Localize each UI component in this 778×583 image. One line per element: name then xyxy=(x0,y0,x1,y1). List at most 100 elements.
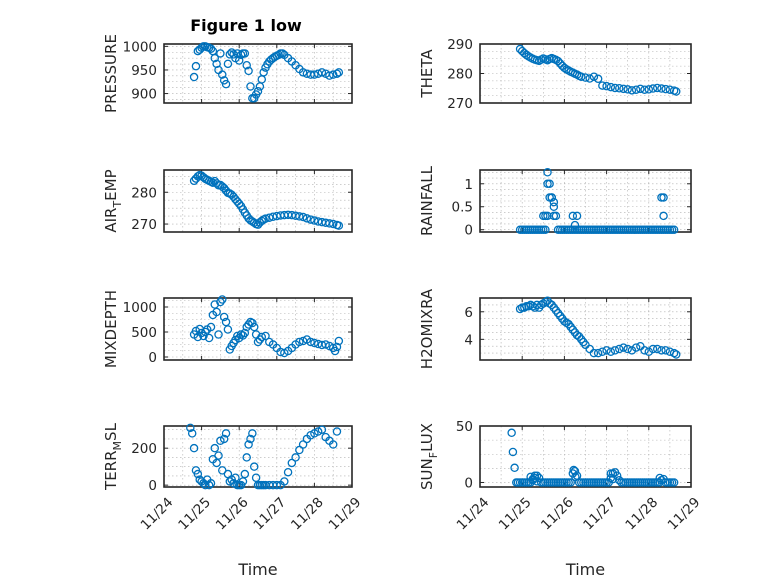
data-point xyxy=(298,68,308,77)
data-point xyxy=(619,343,628,352)
data-point xyxy=(332,427,342,436)
y-tick-label: 280 xyxy=(131,185,157,201)
data-point xyxy=(204,333,214,343)
data-point xyxy=(528,302,538,311)
data-point xyxy=(669,348,679,358)
x-tick-label: 11/27 xyxy=(580,494,619,533)
data-point xyxy=(648,84,658,93)
data-point xyxy=(214,330,223,339)
data-point xyxy=(549,211,559,221)
data-point xyxy=(244,66,253,76)
data-point xyxy=(526,472,535,482)
data-point xyxy=(216,297,225,307)
data-point xyxy=(661,346,670,355)
data-point xyxy=(659,211,668,221)
data-point xyxy=(227,48,236,57)
data-point xyxy=(661,84,670,94)
data-point xyxy=(310,70,319,79)
data-point xyxy=(640,346,649,355)
x-tick-label: 11/25 xyxy=(496,494,535,533)
data-point xyxy=(610,83,620,93)
data-point xyxy=(507,428,516,438)
data-point xyxy=(606,347,616,356)
data-point xyxy=(236,50,246,60)
ylabel: MIXDEPTH xyxy=(102,290,120,368)
chart-panel-2: 270 280 290 THETA xyxy=(418,37,692,112)
chart-panel-8: 0 50 11/24 11/25 11/26 11/27 11/28 11/29 Time SUN… xyxy=(418,419,703,579)
y-tick-label: 0 xyxy=(464,223,473,239)
data-point xyxy=(659,193,668,202)
ylabel: RAINFALL xyxy=(418,165,436,236)
chart-panel-3: 270 280 AIRTEMP xyxy=(102,169,353,233)
x-tick-label: 11/26 xyxy=(538,494,577,533)
axes-box xyxy=(479,297,692,361)
data-point xyxy=(602,346,611,355)
data-point xyxy=(238,331,248,340)
data-point xyxy=(280,477,289,486)
data-point xyxy=(240,49,250,58)
data-point xyxy=(627,346,637,355)
data-point xyxy=(221,79,231,89)
data-point xyxy=(249,462,259,471)
data-point xyxy=(669,225,679,234)
data-point xyxy=(619,84,628,94)
y-tick-label: 270 xyxy=(131,217,157,233)
ylabel: AIRTEMP xyxy=(102,169,124,232)
data-point xyxy=(321,340,330,349)
series-markers xyxy=(515,296,681,359)
data-point xyxy=(317,425,327,434)
data-point xyxy=(593,348,603,358)
y-tick-label: 0 xyxy=(148,478,157,494)
data-point xyxy=(310,338,319,348)
series-markers xyxy=(515,44,681,96)
data-point xyxy=(186,423,195,433)
y-tick-label: 200 xyxy=(131,441,157,457)
data-point xyxy=(206,322,216,332)
data-point xyxy=(606,469,616,478)
series-markers xyxy=(186,423,342,490)
data-point xyxy=(652,344,662,354)
data-point xyxy=(295,337,304,347)
y-tick-label: 1000 xyxy=(123,300,157,316)
data-point xyxy=(541,211,550,221)
data-point xyxy=(302,214,312,223)
x-tick-label: 11/26 xyxy=(213,494,252,533)
data-point xyxy=(261,331,270,341)
data-point xyxy=(585,344,594,354)
axes-box xyxy=(163,169,353,233)
chart-panel-4: 0 0.5 1 RAINFALL xyxy=(418,165,692,239)
y-tick-label: 500 xyxy=(131,325,157,341)
data-point xyxy=(189,443,199,453)
data-point xyxy=(508,447,518,457)
x-tick-label: 11/29 xyxy=(665,494,704,533)
data-point xyxy=(530,471,540,480)
data-point xyxy=(253,86,263,96)
y-tick-label: 270 xyxy=(447,96,473,112)
data-point xyxy=(219,312,229,322)
data-point xyxy=(199,331,208,341)
data-point xyxy=(193,469,203,479)
y-tick-label: 0 xyxy=(148,350,157,366)
y-tick-label: 1000 xyxy=(123,39,157,55)
data-point xyxy=(572,211,582,221)
data-point xyxy=(212,307,221,317)
data-point xyxy=(627,86,637,95)
y-tick-label: 900 xyxy=(131,87,157,103)
data-point xyxy=(221,429,231,438)
data-point xyxy=(652,83,662,93)
data-point xyxy=(560,63,569,73)
axes-box xyxy=(163,297,353,361)
data-point xyxy=(274,50,283,60)
y-tick-label: 280 xyxy=(447,67,473,83)
data-point xyxy=(216,49,225,58)
y-tick-label: 1 xyxy=(464,177,473,193)
x-tick-label: 11/27 xyxy=(250,494,289,533)
data-point xyxy=(560,317,569,326)
data-point xyxy=(334,336,344,346)
data-point xyxy=(334,68,344,77)
data-point xyxy=(219,434,229,444)
data-point xyxy=(608,474,618,484)
y-tick-label: 290 xyxy=(447,37,473,53)
data-point xyxy=(543,168,552,177)
